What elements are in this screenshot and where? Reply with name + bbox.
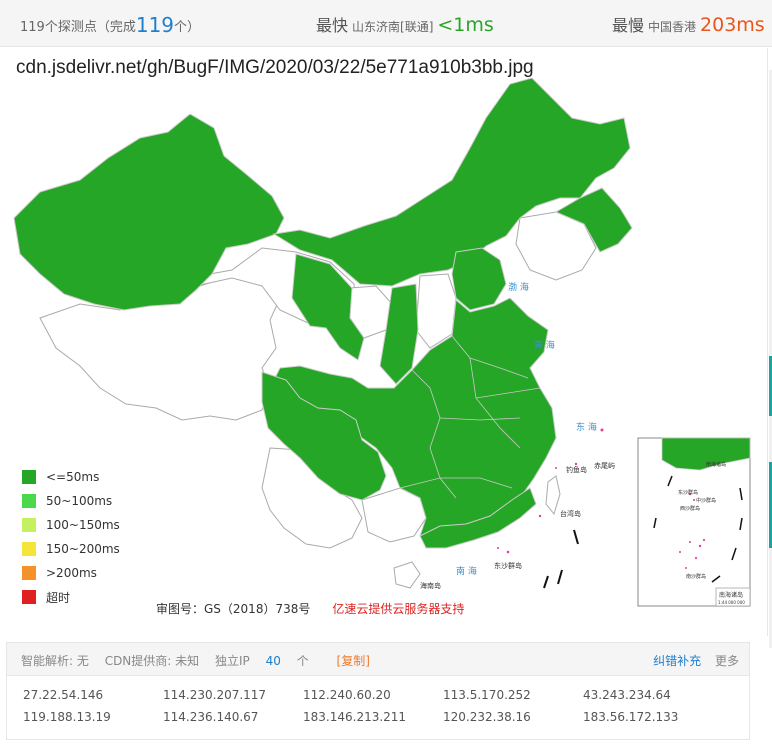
coast-islands	[497, 428, 604, 554]
probe-summary: 119个探测点（完成119个）	[20, 12, 201, 37]
legend-swatch	[22, 542, 36, 556]
legend-item: 50~100ms	[22, 489, 120, 513]
ip-item[interactable]: 114.230.207.117	[163, 688, 267, 702]
ip-item[interactable]: 120.232.38.16	[443, 710, 531, 724]
legend-item: <=50ms	[22, 465, 120, 489]
legend-label: 超时	[46, 590, 71, 605]
south-china-sea-inset: 南海诸岛 东沙群岛 西沙群岛 中沙群岛 南沙群岛 南海诸岛 1:44 000 0…	[637, 437, 751, 607]
ip-item[interactable]: 114.236.140.67	[163, 710, 259, 724]
inset-caption: 南海诸岛	[719, 591, 743, 599]
slowest-label: 最慢	[612, 16, 645, 35]
summary-bar: 119个探测点（完成119个） 最快 山东济南[联通] <1ms 最慢 中国香港 203…	[0, 0, 772, 47]
region-sichuan[interactable]	[261, 371, 387, 501]
legend-label: >200ms	[46, 566, 97, 580]
fastest-location: 山东济南[联通]	[352, 20, 434, 34]
island-label-taiwan: 台湾岛	[560, 509, 581, 518]
ip-item[interactable]: 27.22.54.146	[23, 688, 104, 702]
sponsor-link[interactable]: 亿速云提供云服务器支持	[332, 602, 465, 616]
probe-count: 119个探测点	[20, 20, 97, 35]
slowest-location: 中国香港	[648, 20, 697, 34]
island-label-chiwei: 赤尾屿	[594, 461, 615, 470]
complete-prefix: （完成	[96, 20, 136, 35]
region-guangdong-fujian[interactable]	[419, 487, 537, 549]
legend-swatch	[22, 566, 36, 580]
island-label-dongsha: 东沙群岛	[494, 561, 522, 570]
ip-row: 119.188.13.19 114.236.140.67 183.146.213…	[23, 710, 743, 726]
region-hebei-beijing[interactable]	[451, 247, 507, 311]
slowest-value: 203ms	[700, 14, 765, 36]
legend-swatch	[22, 494, 36, 508]
ip-item[interactable]: 113.5.170.252	[443, 688, 531, 702]
complete-count: 119	[135, 13, 175, 37]
legend-swatch	[22, 518, 36, 532]
side-marker	[769, 462, 772, 548]
fastest-summary: 最快 山东济南[联通] <1ms	[316, 12, 494, 36]
map-credit: 审图号：GS（2018）738号 亿速云提供云服务器支持	[156, 600, 464, 617]
legend-label: <=50ms	[46, 470, 100, 484]
inset-label-3: 中沙群岛	[696, 497, 716, 504]
legend-swatch	[22, 590, 36, 604]
dash-line	[543, 529, 579, 589]
ip-item[interactable]: 183.146.213.211	[303, 710, 407, 724]
ip-suffix: 个	[296, 654, 309, 668]
region-taiwan[interactable]	[545, 475, 561, 516]
inset-label-4: 南沙群岛	[686, 573, 706, 580]
fastest-label: 最快	[316, 16, 349, 35]
side-marker	[769, 356, 772, 416]
legend-item: 100~150ms	[22, 513, 120, 537]
island-label-diaoyu: 钓鱼岛	[566, 465, 587, 474]
legend-label: 50~100ms	[46, 494, 113, 508]
legend-swatch	[22, 470, 36, 484]
ip-item[interactable]: 112.240.60.20	[303, 688, 391, 702]
resolution-info-bar: 智能解析: 无 CDN提供商: 未知 独立IP 40 个 [复制] 纠错补充 更…	[6, 642, 750, 676]
legend-label: 100~150ms	[46, 518, 120, 532]
complete-suffix: 个）	[174, 20, 201, 35]
ip-row: 27.22.54.146 114.230.207.117 112.240.60.…	[23, 688, 743, 704]
legend-item: 超时	[22, 585, 120, 609]
sea-label-nanhai: 南 海	[456, 565, 477, 577]
fastest-value: <1ms	[437, 14, 494, 36]
more-link[interactable]: 更多	[714, 654, 739, 668]
region-gansu-strip[interactable]	[291, 253, 365, 361]
legend-item: 150~200ms	[22, 537, 120, 561]
ip-count: 40	[265, 654, 281, 668]
latency-legend: <=50ms 50~100ms 100~150ms 150~200ms >200…	[22, 465, 120, 609]
dns-info: 智能解析: 无	[21, 654, 89, 668]
sea-label-bohai: 渤 海	[508, 281, 529, 293]
ip-item[interactable]: 183.56.172.133	[583, 710, 679, 724]
legend-item: >200ms	[22, 561, 120, 585]
inset-scale: 1:44 000 000	[718, 600, 745, 605]
ip-item[interactable]: 43.243.234.64	[583, 688, 671, 702]
inset-label-2: 西沙群岛	[680, 505, 700, 512]
inset-label-1: 东沙群岛	[678, 489, 698, 496]
ip-list: 27.22.54.146 114.230.207.117 112.240.60.…	[6, 676, 750, 740]
region-shaanxi[interactable]	[379, 283, 419, 385]
china-latency-map: 渤 海 黄 海 东 海 南 海 钓鱼岛 赤尾屿 台湾岛 东沙群岛 海南岛	[13, 77, 751, 607]
inset-label-0: 南海诸岛	[706, 461, 726, 468]
ip-prefix: 独立IP	[214, 654, 250, 668]
tested-url: cdn.jsdelivr.net/gh/BugF/IMG/2020/03/22/…	[16, 57, 534, 78]
legend-label: 150~200ms	[46, 542, 120, 556]
copy-button[interactable]: [复制]	[336, 654, 370, 668]
sea-label-huanghai: 黄 海	[534, 339, 555, 351]
map-panel: 渤 海 黄 海 东 海 南 海 钓鱼岛 赤尾屿 台湾岛 东沙群岛 海南岛	[0, 48, 768, 636]
region-inner-mongolia-north[interactable]	[272, 77, 631, 287]
region-central-east[interactable]	[269, 297, 557, 547]
region-hainan[interactable]	[393, 561, 421, 589]
province-borders	[399, 335, 541, 499]
correction-link[interactable]: 纠错补充	[653, 654, 702, 668]
island-label-hainan: 海南岛	[420, 581, 441, 590]
ip-count-info: 独立IP 40 个	[215, 654, 321, 668]
credit-text: 审图号：GS（2018）738号	[156, 602, 311, 616]
cdn-info: CDN提供商: 未知	[104, 654, 200, 668]
slowest-summary: 最慢 中国香港 203ms	[612, 12, 765, 36]
sea-label-donghai: 东 海	[576, 421, 597, 433]
ip-item[interactable]: 119.188.13.19	[23, 710, 111, 724]
region-heilongjiang-jilin[interactable]	[554, 187, 633, 253]
